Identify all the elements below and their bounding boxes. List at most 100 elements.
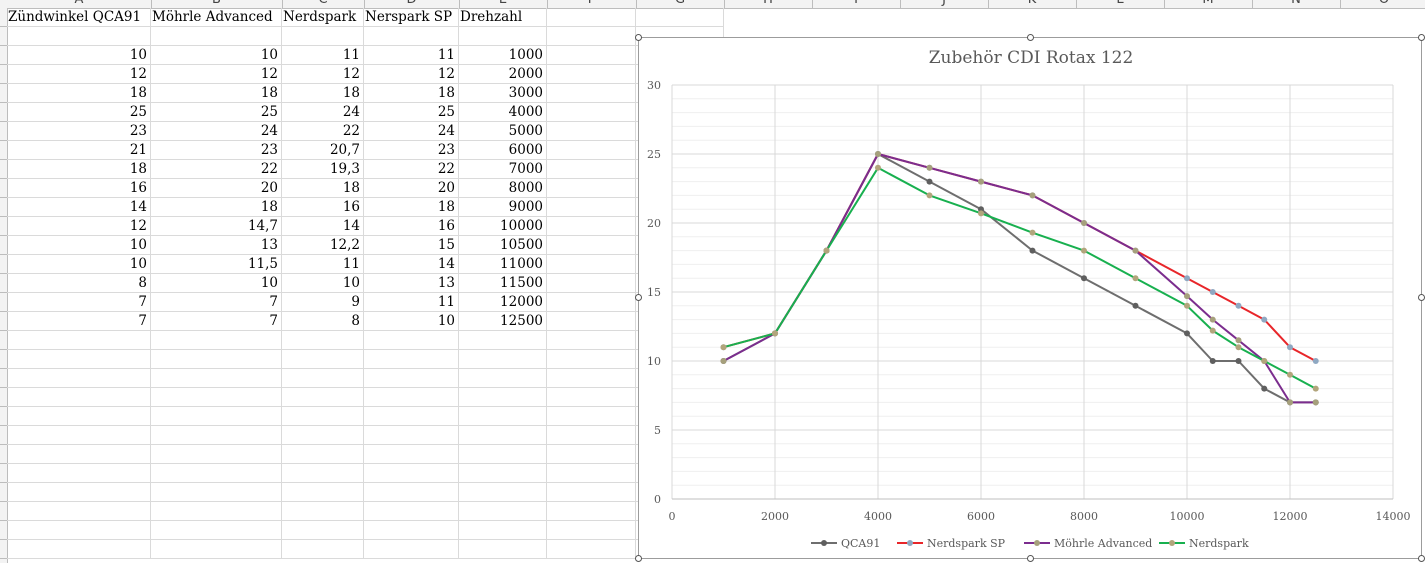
cell[interactable]: 24 <box>151 122 282 141</box>
cell[interactable] <box>282 27 364 46</box>
cell[interactable] <box>459 540 547 559</box>
cell[interactable]: 24 <box>282 103 364 122</box>
cell[interactable]: 2000 <box>459 65 547 84</box>
cell[interactable]: 7 <box>7 312 151 331</box>
cell[interactable] <box>459 464 547 483</box>
cell[interactable] <box>459 445 547 464</box>
cell[interactable] <box>547 445 636 464</box>
column-header-K[interactable]: K <box>988 0 1077 8</box>
cell[interactable]: Nerdspark <box>282 8 364 27</box>
cell[interactable]: 10 <box>7 236 151 255</box>
cell[interactable]: 20 <box>151 179 282 198</box>
cell[interactable]: 11500 <box>459 274 547 293</box>
cell[interactable] <box>7 426 151 445</box>
cell[interactable]: 18 <box>151 198 282 217</box>
cell[interactable]: 14 <box>7 198 151 217</box>
column-header-O[interactable]: O <box>1340 0 1425 8</box>
cell[interactable] <box>151 331 282 350</box>
cell[interactable]: Nerspark SP <box>364 8 459 27</box>
cell[interactable] <box>282 521 364 540</box>
cell[interactable]: 16 <box>364 217 459 236</box>
cell[interactable] <box>7 331 151 350</box>
column-header-I[interactable]: I <box>812 0 901 8</box>
cell[interactable] <box>364 388 459 407</box>
cell[interactable] <box>547 540 636 559</box>
column-header-F[interactable]: F <box>547 0 637 8</box>
cell[interactable]: 20 <box>364 179 459 198</box>
cell[interactable]: 8 <box>282 312 364 331</box>
cell[interactable]: 19,3 <box>282 160 364 179</box>
cell[interactable] <box>151 464 282 483</box>
cell[interactable] <box>364 502 459 521</box>
cell[interactable] <box>7 483 151 502</box>
cell[interactable]: 22 <box>151 160 282 179</box>
cell[interactable] <box>364 445 459 464</box>
cell[interactable]: 11 <box>364 293 459 312</box>
cell[interactable] <box>547 65 636 84</box>
cell[interactable]: 10 <box>282 274 364 293</box>
column-header-A[interactable]: A <box>7 0 152 8</box>
cell[interactable] <box>7 27 151 46</box>
cell[interactable] <box>547 388 636 407</box>
cell[interactable] <box>151 521 282 540</box>
cell[interactable]: 10 <box>364 312 459 331</box>
cell[interactable]: 18 <box>7 84 151 103</box>
cell[interactable] <box>364 426 459 445</box>
cell[interactable] <box>151 27 282 46</box>
cell[interactable]: 10 <box>7 255 151 274</box>
cell[interactable] <box>364 407 459 426</box>
column-header-N[interactable]: N <box>1252 0 1341 8</box>
cell[interactable] <box>7 407 151 426</box>
cell[interactable] <box>282 502 364 521</box>
cell[interactable]: 22 <box>282 122 364 141</box>
cell[interactable] <box>459 426 547 445</box>
cell[interactable]: 12 <box>151 65 282 84</box>
cell[interactable]: 12500 <box>459 312 547 331</box>
cell[interactable] <box>7 369 151 388</box>
cell[interactable] <box>151 350 282 369</box>
cell[interactable]: 8000 <box>459 179 547 198</box>
cell[interactable]: 16 <box>7 179 151 198</box>
cell[interactable] <box>282 540 364 559</box>
cell[interactable] <box>547 8 636 27</box>
cell[interactable] <box>459 483 547 502</box>
cell[interactable] <box>547 198 636 217</box>
cell[interactable] <box>459 369 547 388</box>
cell[interactable] <box>7 350 151 369</box>
cell[interactable]: Möhrle Advanced <box>151 8 282 27</box>
cell[interactable] <box>151 369 282 388</box>
cell[interactable]: 11 <box>364 46 459 65</box>
cell[interactable]: 12,2 <box>282 236 364 255</box>
cell[interactable] <box>547 179 636 198</box>
cell[interactable] <box>7 521 151 540</box>
cell[interactable]: 22 <box>364 160 459 179</box>
cell[interactable]: 25 <box>151 103 282 122</box>
cell[interactable] <box>7 445 151 464</box>
cell[interactable] <box>636 8 724 27</box>
cell[interactable]: 25 <box>364 103 459 122</box>
cell[interactable] <box>7 464 151 483</box>
resize-handle[interactable] <box>1418 34 1425 41</box>
cell[interactable] <box>7 502 151 521</box>
cell[interactable] <box>364 369 459 388</box>
cell[interactable] <box>364 540 459 559</box>
cell[interactable]: 10000 <box>459 217 547 236</box>
cell[interactable] <box>547 236 636 255</box>
cell[interactable]: 24 <box>364 122 459 141</box>
column-header-H[interactable]: H <box>724 0 813 8</box>
cell[interactable]: 12 <box>7 65 151 84</box>
column-header-B[interactable]: B <box>151 0 283 8</box>
cell[interactable] <box>282 388 364 407</box>
cell[interactable] <box>547 160 636 179</box>
cell[interactable] <box>547 407 636 426</box>
cell[interactable]: 23 <box>151 141 282 160</box>
column-header-L[interactable]: L <box>1076 0 1165 8</box>
cell[interactable] <box>282 369 364 388</box>
cell[interactable]: Drehzahl <box>459 8 547 27</box>
cell[interactable] <box>151 388 282 407</box>
cell[interactable]: 11000 <box>459 255 547 274</box>
cell[interactable] <box>459 331 547 350</box>
resize-handle[interactable] <box>635 294 642 301</box>
cell[interactable] <box>459 407 547 426</box>
cell[interactable]: 7 <box>151 312 282 331</box>
